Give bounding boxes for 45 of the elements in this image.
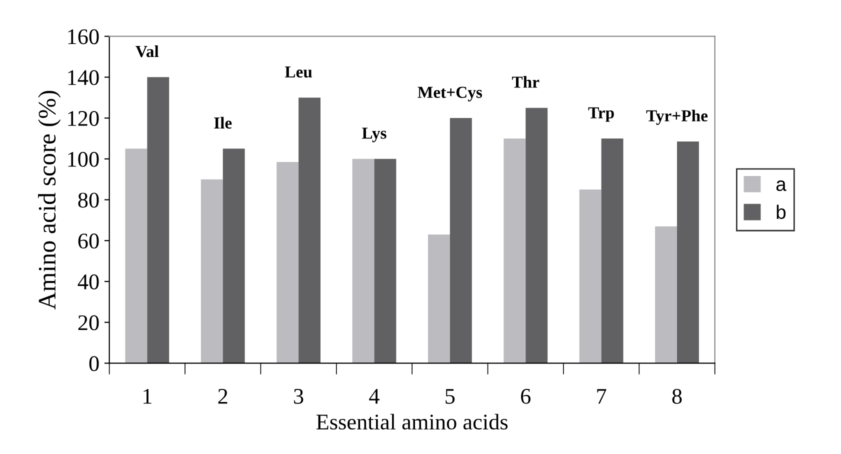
bar	[526, 108, 548, 364]
legend-label: a	[776, 180, 786, 192]
annotation: Leu	[284, 66, 312, 78]
y-tick-label: 40	[78, 274, 99, 290]
annotation: Lys	[362, 128, 386, 142]
bar	[601, 138, 624, 364]
annotation: Val	[136, 45, 159, 58]
bar	[450, 118, 472, 364]
x-tick-label: 7	[597, 389, 606, 404]
annotation: Thr	[512, 76, 540, 88]
y-axis-title: Amino acid score (%)	[38, 90, 61, 310]
x-tick-label: 1	[144, 388, 152, 404]
y-tick-label: 80	[78, 192, 99, 208]
x-axis-title: Essential amino acids	[316, 414, 508, 430]
bar	[298, 98, 321, 364]
bar	[200, 179, 223, 364]
bar	[677, 142, 699, 364]
x-tick-label: 4	[369, 388, 380, 404]
bar	[579, 190, 602, 364]
annotation: Ile	[214, 116, 232, 129]
bar	[428, 234, 450, 364]
bar	[125, 148, 148, 364]
y-tick-label: 0	[89, 356, 99, 372]
y-tick-label: 140	[68, 70, 99, 86]
y-tick-label: 160	[68, 29, 99, 44]
bar	[147, 77, 170, 364]
bar	[276, 162, 299, 364]
y-tick-label: 20	[78, 315, 99, 330]
bar	[655, 226, 678, 364]
y-tick-label: 120	[68, 110, 99, 126]
y-tick-label: 100	[68, 152, 99, 167]
bar	[374, 158, 396, 364]
bar	[352, 158, 374, 364]
bar	[504, 138, 526, 364]
y-tick-label: 60	[78, 234, 99, 249]
x-tick-label: 3	[294, 388, 304, 404]
annotation: Trp	[588, 107, 614, 122]
x-tick-label: 6	[521, 388, 531, 404]
annotation: Met+Cys	[418, 86, 482, 102]
annotation: Tyr+Phe	[646, 110, 708, 125]
x-tick-label: 2	[218, 388, 228, 404]
x-tick-label: 8	[672, 388, 682, 404]
bar	[222, 148, 245, 364]
x-tick-label: 5	[446, 389, 455, 404]
legend-label: b	[776, 204, 786, 220]
